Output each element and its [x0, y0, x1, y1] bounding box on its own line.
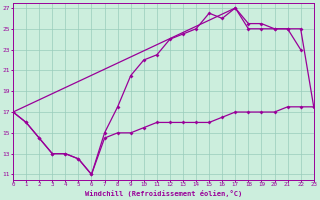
X-axis label: Windchill (Refroidissement éolien,°C): Windchill (Refroidissement éolien,°C) — [85, 190, 242, 197]
